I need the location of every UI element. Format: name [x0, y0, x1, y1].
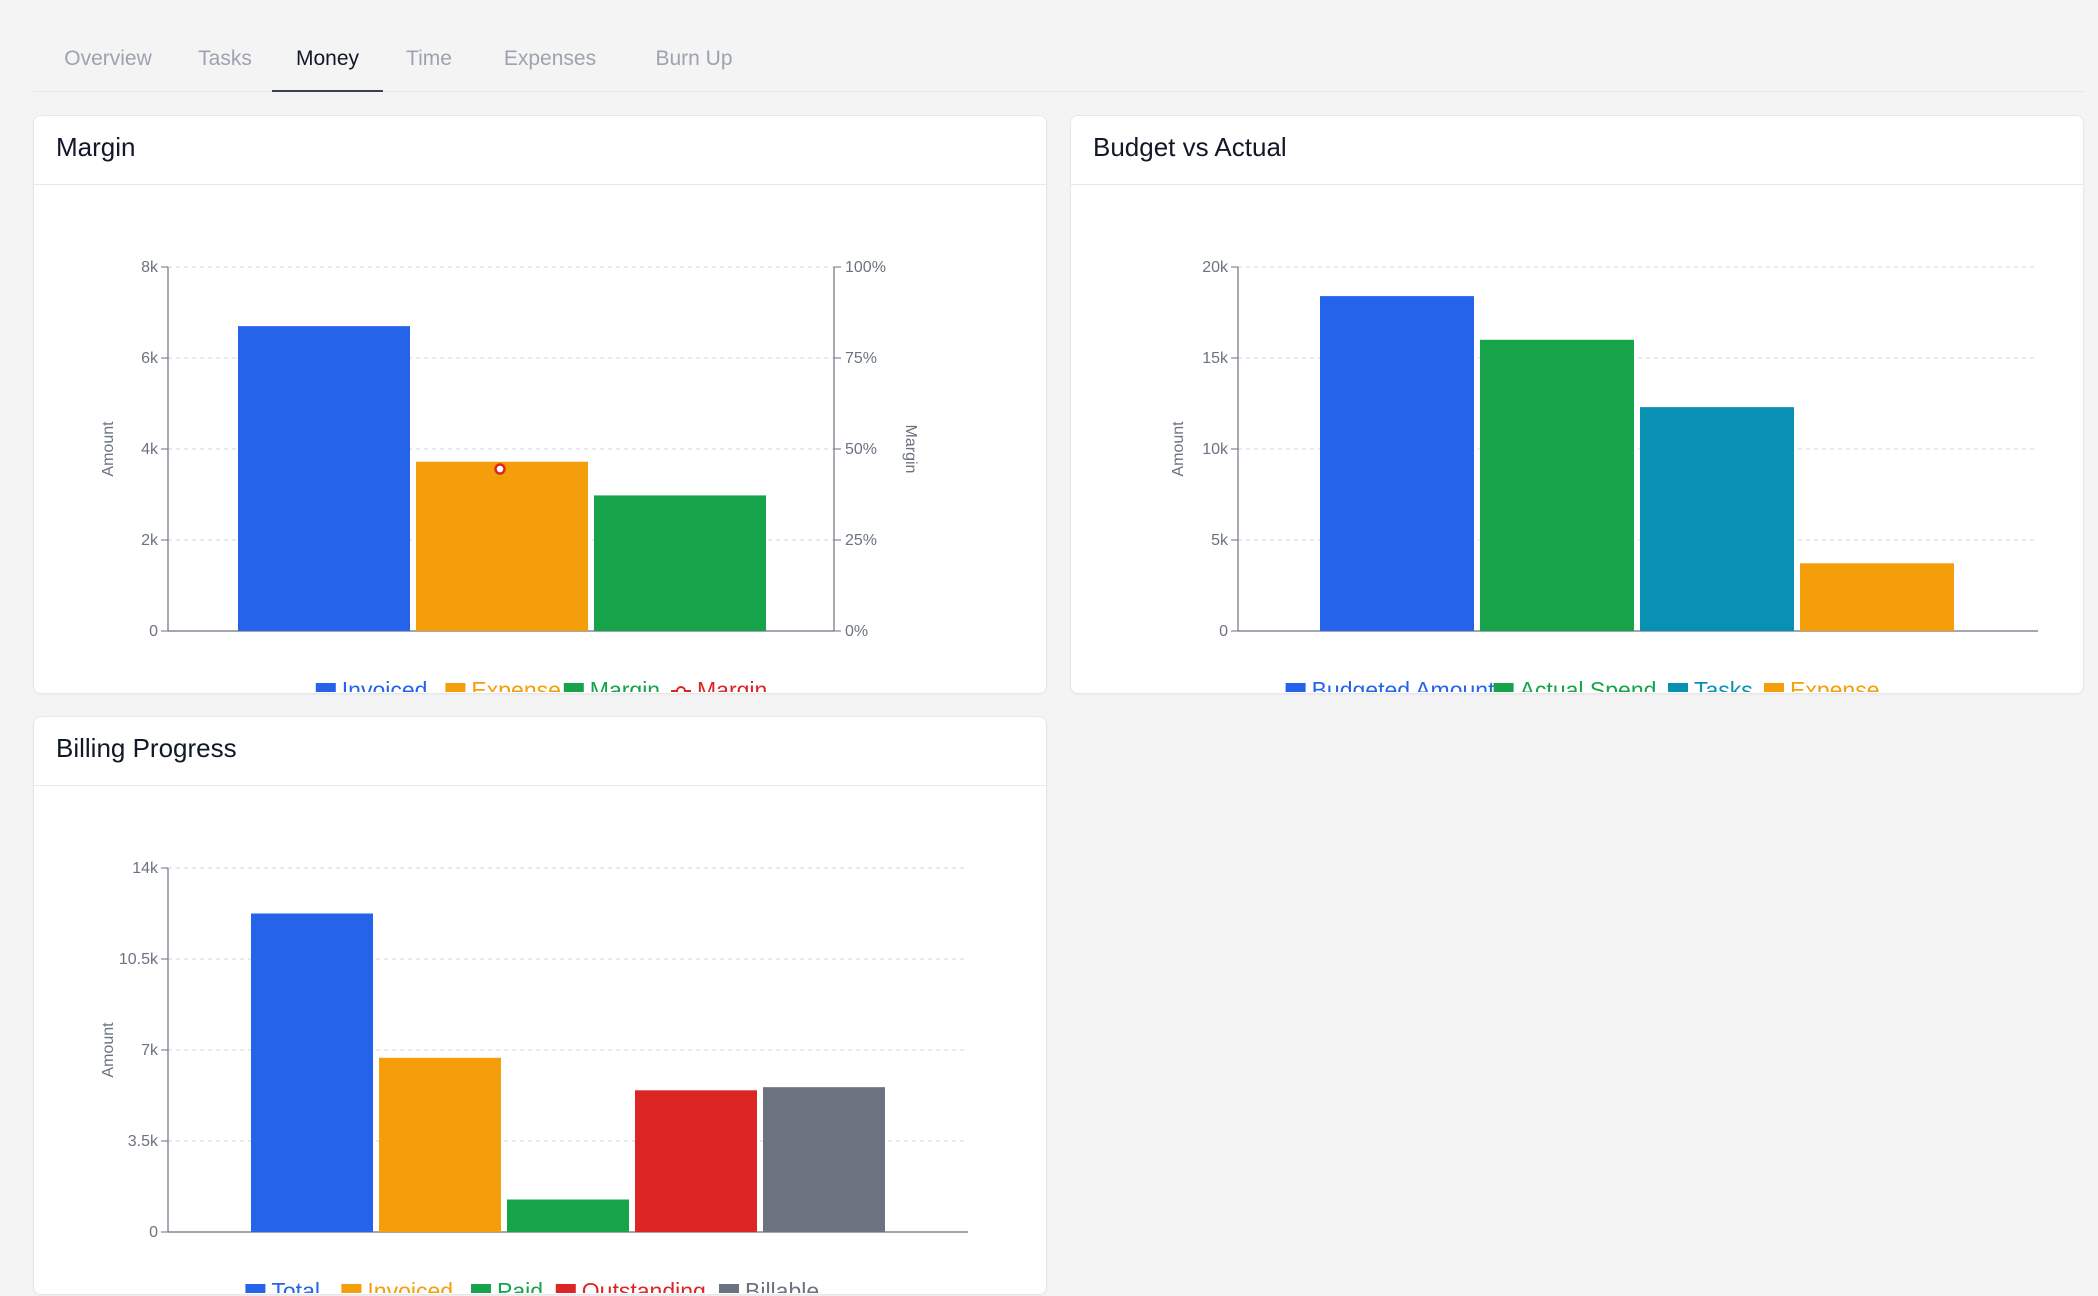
bar-invoiced	[238, 326, 410, 631]
y-axis-title: Amount	[100, 421, 117, 477]
y-axis-title: Amount	[100, 1022, 117, 1078]
y-tick-label: 7k	[141, 1042, 159, 1059]
y-tick-label: 10.5k	[119, 951, 159, 968]
bar-expense	[1800, 563, 1954, 631]
y-tick-label: 15k	[1202, 350, 1229, 367]
y-tick-label: 6k	[141, 350, 159, 367]
legend-label-total: Total	[271, 1278, 320, 1293]
margin-chart: 0 2k 4k 6k 8k Amount 0% 25% 50% 75% 100% Margin Invo…	[100, 259, 919, 692]
card-title: Margin	[56, 132, 136, 162]
legend-label-margin: Margin	[697, 677, 767, 692]
bar-expense	[416, 461, 588, 631]
legend-swatch-outstanding	[555, 1284, 576, 1293]
bar-total	[251, 913, 373, 1232]
y2-tick-label: 0%	[845, 623, 868, 640]
bar-invoiced	[379, 1057, 501, 1232]
card-header: Margin	[34, 116, 1046, 185]
legend-swatch-expense	[445, 683, 466, 692]
legend-label-budgeted-amount: Budgeted Amount	[1312, 677, 1495, 692]
margin-card: Margin 0 2k 4k 6k 8k Amount 0% 25% 50% 75% 100% Mar…	[33, 115, 1047, 694]
legend-swatch-total	[245, 1284, 266, 1293]
bar-budgeted-amount	[1320, 296, 1474, 631]
y-tick-label: 8k	[141, 259, 159, 276]
tab-money[interactable]: Money	[272, 40, 383, 92]
card-title: Budget vs Actual	[1093, 132, 1287, 162]
legend-label-billable: Billable	[745, 1278, 819, 1293]
legend-swatch-billable	[719, 1284, 739, 1293]
y-tick-label: 3.5k	[128, 1133, 159, 1150]
tab-tasks[interactable]: Tasks	[198, 47, 252, 70]
bar-tasks	[1640, 407, 1794, 631]
legend-label-invoiced: Invoiced	[367, 1278, 453, 1293]
y-tick-label: 0	[149, 1224, 158, 1241]
bar-paid	[507, 1199, 629, 1232]
card-title: Billing Progress	[56, 733, 237, 763]
y-tick-label: 5k	[1211, 532, 1229, 549]
card-header: Billing Progress	[34, 717, 1046, 786]
bar-billable	[763, 1087, 885, 1232]
legend-label-tasks: Tasks	[1694, 677, 1753, 692]
tab-expenses[interactable]: Expenses	[503, 47, 597, 70]
tab-bar: Overview Tasks Money Time Expenses Burn …	[33, 40, 2084, 92]
y2-tick-label: 50%	[845, 441, 877, 458]
y-tick-label: 20k	[1202, 259, 1229, 276]
tab-burn-up[interactable]: Burn Up	[655, 47, 733, 70]
legend-marker-margin	[676, 686, 686, 692]
tab-overview[interactable]: Overview	[64, 47, 152, 70]
legend-swatch-tasks	[1668, 683, 1688, 692]
y-tick-label: 14k	[132, 860, 159, 877]
legend-swatch-paid	[471, 1284, 491, 1293]
legend-swatch-expense	[1764, 683, 1784, 692]
legend-label-margin: Margin	[590, 677, 660, 692]
y-tick-label: 0	[149, 623, 158, 640]
budget-vs-actual-chart: 0 5k 10k 15k 20k Amount Budgeted Amount Actual …	[1170, 259, 2038, 692]
legend-swatch-invoiced	[341, 1284, 362, 1293]
bar-outstanding	[635, 1090, 757, 1232]
legend-swatch-actual-spend	[1493, 683, 1514, 692]
legend-label-outstanding: Outstanding	[582, 1278, 706, 1293]
y-tick-label: 4k	[141, 441, 159, 458]
y-tick-label: 10k	[1202, 441, 1229, 458]
legend-label-paid: Paid	[497, 1278, 543, 1293]
legend-label-expense: Expense	[471, 677, 561, 692]
tab-time[interactable]: Time	[406, 47, 452, 70]
y2-tick-label: 25%	[845, 532, 877, 549]
y2-tick-label: 100%	[845, 259, 886, 276]
billing-progress-card: Billing Progress 0 3.5k 7k 10.5k 14k Amount To…	[33, 716, 1047, 1295]
legend-label-actual-spend: Actual Spend	[1520, 677, 1657, 692]
bar-margin	[594, 495, 766, 631]
legend-label-invoiced: Invoiced	[342, 677, 428, 692]
margin-line-point	[494, 463, 506, 475]
bar-actual-spend	[1480, 339, 1634, 631]
card-header: Budget vs Actual	[1071, 116, 2083, 185]
billing-progress-chart: 0 3.5k 7k 10.5k 14k Amount Total Invoiced Paid Ou…	[100, 860, 968, 1293]
y2-tick-label: 75%	[845, 350, 877, 367]
y2-axis-title: Margin	[902, 425, 919, 474]
y-tick-label: 2k	[141, 532, 159, 549]
y-axis-title: Amount	[1170, 421, 1187, 477]
legend-swatch-invoiced	[315, 683, 336, 692]
y-tick-label: 0	[1219, 623, 1228, 640]
legend-swatch-budgeted-amount	[1285, 683, 1306, 692]
legend-swatch-margin	[563, 683, 584, 692]
legend-label-expense: Expense	[1790, 677, 1880, 692]
budget-vs-actual-card: Budget vs Actual 0 5k 10k 15k 20k Amount Budge…	[1070, 115, 2084, 694]
